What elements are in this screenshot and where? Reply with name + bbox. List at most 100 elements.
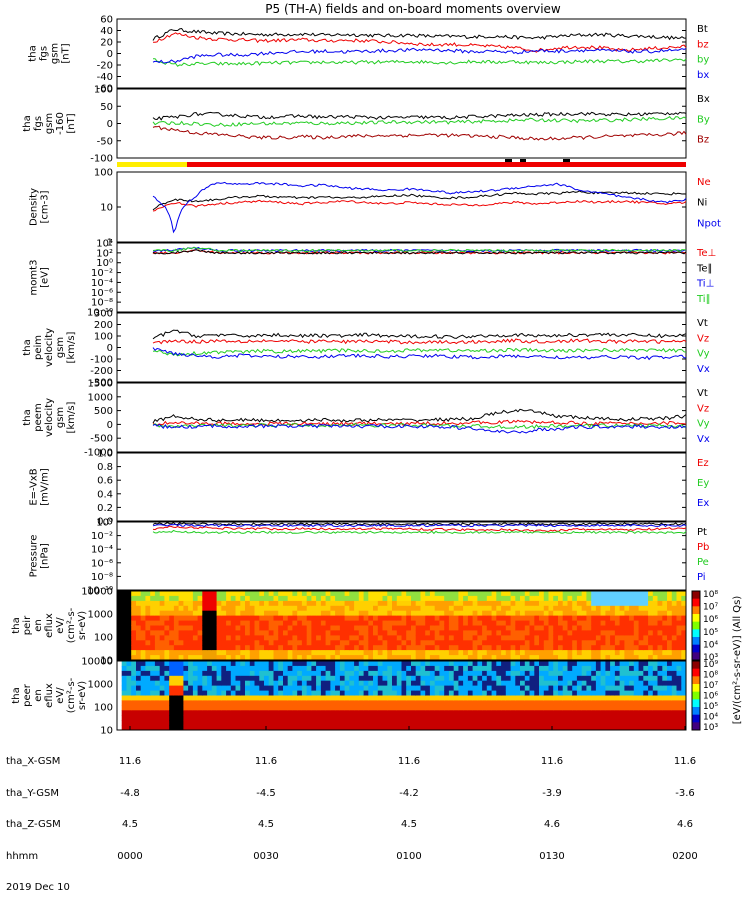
spectrogram-cell — [335, 725, 341, 731]
spectrogram-cell — [662, 610, 668, 617]
spectrogram-cell — [411, 710, 417, 716]
spectrogram-cell — [202, 661, 208, 667]
spectrogram-cell — [548, 595, 554, 602]
spectrogram-cell — [145, 605, 151, 612]
spectrogram-cell — [349, 595, 355, 602]
spectrogram-cell — [344, 640, 350, 646]
spectrogram-cell — [235, 720, 241, 726]
spectrogram-cell — [136, 635, 142, 641]
spectrogram-cell — [434, 705, 440, 711]
spectrogram-cell — [207, 620, 213, 626]
spectrogram-cell — [169, 661, 175, 667]
spectrogram-cell — [420, 605, 426, 612]
spectrogram-cell — [349, 680, 355, 687]
spectrogram-cell — [136, 615, 142, 621]
spectrogram-cell — [173, 615, 180, 621]
spectrogram-cell — [197, 720, 203, 726]
spectrogram-cell — [202, 655, 208, 661]
spectrogram-cell — [363, 615, 369, 621]
spectrogram-cell — [164, 680, 170, 687]
spectrogram-cell — [216, 640, 222, 646]
spectrogram-cell — [662, 725, 668, 731]
spectrogram-cell — [515, 670, 521, 677]
spectrogram-cell — [633, 705, 639, 711]
spectrogram-cell — [595, 685, 602, 691]
spectrogram-cell — [553, 670, 559, 677]
legend-bz: bz — [697, 39, 709, 50]
spectrogram-cell — [496, 600, 502, 607]
spectrogram-cell — [392, 615, 398, 621]
spectrogram-cell — [121, 680, 127, 687]
spectrogram-cell — [316, 635, 322, 641]
spectrogram-cell — [207, 725, 213, 731]
spectrogram-cell — [240, 665, 246, 672]
spectrogram-cell — [534, 655, 540, 661]
spectrogram-cell — [287, 605, 293, 612]
spectrogram-cell — [467, 591, 474, 597]
spectrogram-cell — [486, 625, 492, 631]
spectrogram-cell — [429, 685, 436, 691]
spectrogram-cell — [136, 600, 142, 607]
spectrogram-cell — [363, 700, 369, 706]
spectrogram-cell — [605, 591, 611, 597]
colorbar-label: 10⁴ — [703, 640, 718, 650]
spectrogram-cell — [458, 605, 464, 612]
spectrogram-cell — [254, 695, 260, 701]
spectrogram-cell — [136, 690, 142, 696]
spectrogram-cell — [273, 635, 279, 641]
spectrogram-cell — [363, 640, 369, 646]
spectrogram-cell — [614, 640, 621, 646]
spectrogram-cell — [439, 635, 445, 641]
legend-vt: Vt — [697, 388, 708, 399]
spectrogram-cell — [472, 650, 478, 656]
spectrogram-cell — [264, 665, 270, 672]
spectrogram-cell — [586, 650, 592, 656]
spectrogram-cell — [534, 605, 540, 612]
spectrogram-cell — [173, 725, 180, 731]
spectrogram-cell — [562, 615, 568, 621]
spectrogram-cell — [264, 595, 270, 602]
spectrogram-cell — [335, 650, 341, 656]
spectrogram-cell — [576, 680, 583, 687]
spectrogram-cell — [439, 665, 445, 672]
spectrogram-cell — [377, 595, 383, 602]
spectrogram-cell — [448, 665, 455, 672]
spectrogram-cell — [633, 610, 639, 617]
spectrogram-cell — [202, 625, 208, 631]
spectrogram-cell — [373, 665, 379, 672]
spectrogram-cell — [211, 661, 217, 667]
legend-ex: Ex — [697, 498, 709, 509]
spectrogram-cell — [382, 630, 388, 636]
spectrogram-cell — [154, 661, 161, 667]
spectrogram-cell — [131, 700, 137, 706]
spectrogram-cell — [425, 620, 431, 626]
spectrogram-cell — [283, 661, 289, 667]
spectrogram-cell — [581, 670, 587, 677]
spectrogram-cell — [420, 705, 426, 711]
spectrogram-cell — [676, 680, 682, 687]
spectrogram-cell — [434, 680, 440, 687]
spectrogram-cell — [159, 661, 165, 667]
spectrogram-cell — [467, 650, 474, 656]
spectrogram-cell — [567, 710, 573, 716]
spectrogram-cell — [652, 630, 658, 636]
spectrogram-cell — [368, 630, 374, 636]
spectrogram-cell — [226, 655, 232, 661]
spectrogram-cell — [117, 690, 123, 696]
spectrogram-cell — [197, 695, 203, 701]
spectrogram-cell — [207, 665, 213, 672]
spectrogram-cell — [510, 591, 516, 597]
spectrogram-cell — [325, 725, 331, 731]
spectrogram-cell — [453, 635, 459, 641]
spectrogram-cell — [529, 715, 535, 721]
spectrogram-cell — [240, 640, 246, 646]
spectrogram-cell — [159, 615, 165, 621]
spectrogram-cell — [610, 665, 616, 672]
spectrogram-cell — [529, 620, 535, 626]
spectrogram-cell — [467, 605, 474, 612]
panel-ylabel: momt3[eV] — [29, 260, 51, 296]
spectrogram-cell — [558, 661, 564, 667]
spectrogram-cell — [211, 675, 217, 682]
spectrogram-cell — [605, 705, 611, 711]
spectrogram-cell — [524, 725, 530, 731]
